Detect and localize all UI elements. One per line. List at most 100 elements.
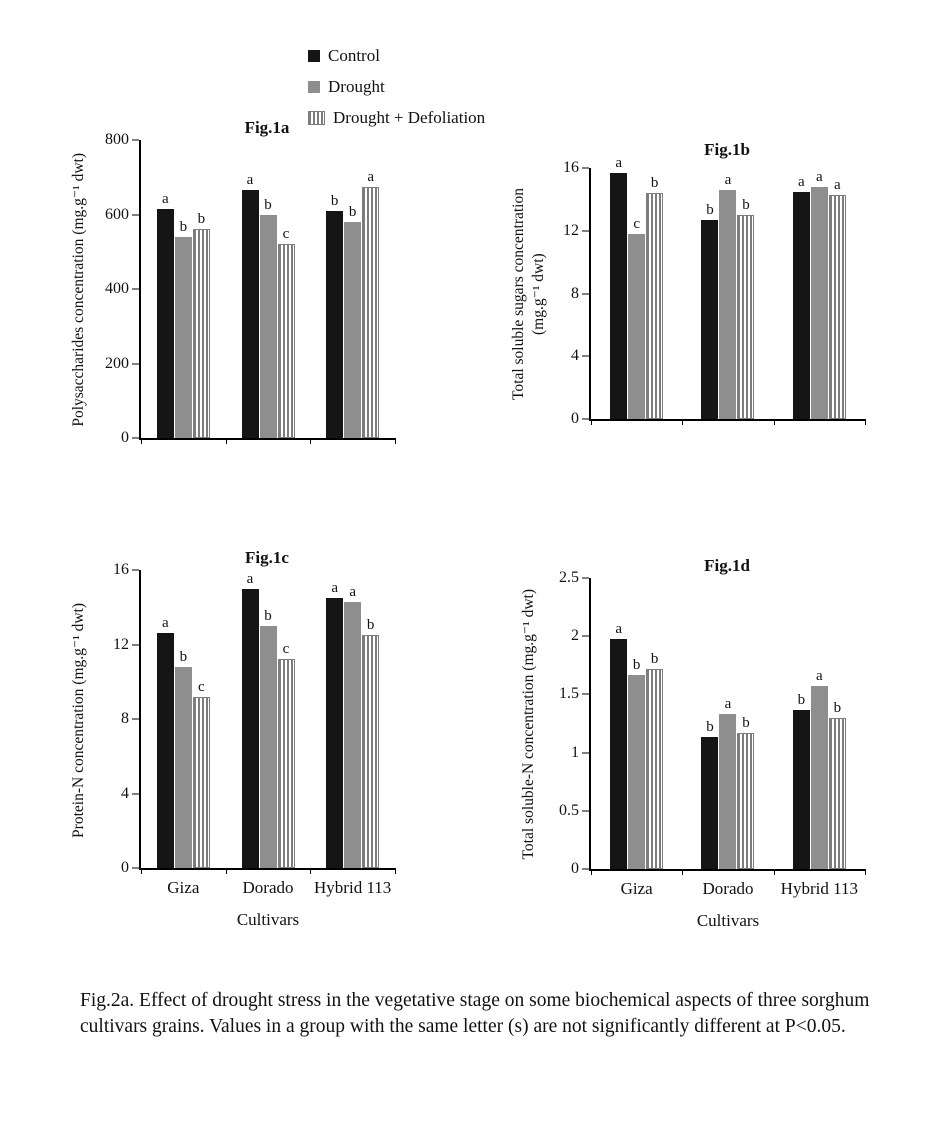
x-tick-mark <box>395 868 396 874</box>
y-tick-mark <box>582 868 589 870</box>
chart-fig1b: Fig.1b Total soluble sugars concentratio… <box>505 140 866 427</box>
significance-letter: b <box>179 648 188 665</box>
y-tick-label: 600 <box>105 205 129 223</box>
bar-group-giza: a c b <box>591 155 682 419</box>
x-category-labels: Giza Dorado Hybrid 113 <box>141 868 395 898</box>
y-axis-label-wrap: Protein-N concentration (mg.g⁻¹ dwt) <box>55 570 103 870</box>
bar-control <box>241 190 259 438</box>
significance-letter: b <box>797 691 806 708</box>
bar-slot: b <box>259 570 277 868</box>
bar-slot: b <box>326 140 344 438</box>
y-tick-label: 12 <box>563 221 579 239</box>
chart-body: Polysaccharides concentration (mg.g⁻¹ dw… <box>55 132 396 446</box>
significance-letter: c <box>197 678 205 695</box>
bar-slot: b <box>701 168 719 419</box>
bar-defoliation <box>277 659 295 868</box>
x-tick-mark <box>591 419 592 425</box>
bar-control <box>701 737 719 869</box>
legend-swatch-defoliation-icon <box>308 111 325 125</box>
x-tick-mark <box>141 868 142 874</box>
significance-letter: a <box>331 579 338 596</box>
legend-label: Control <box>328 46 380 65</box>
significance-letter: a <box>797 173 805 190</box>
y-axis-label-wrap: Polysaccharides concentration (mg.g⁻¹ dw… <box>55 140 103 440</box>
bar-slot: b <box>828 578 846 869</box>
y-tick-label: 0 <box>571 410 579 427</box>
y-tick-mark <box>582 167 589 169</box>
y-tick-mark <box>582 577 589 579</box>
x-tick-mark <box>682 419 684 425</box>
bar-slot: b <box>192 140 210 438</box>
bar-slot: a <box>610 578 628 869</box>
significance-letter: b <box>742 714 750 731</box>
bar-slot: b <box>628 578 646 869</box>
y-tick-mark <box>132 718 139 720</box>
bar-slot: b <box>737 168 755 419</box>
x-tick-mark <box>773 419 775 425</box>
x-tick-mark <box>141 438 142 444</box>
y-tick-label: 800 <box>105 131 129 148</box>
y-tick-label: 0 <box>571 860 579 877</box>
bar-slot: a <box>792 168 810 419</box>
x-category-label: Hybrid 113 <box>780 879 858 898</box>
plot-area-fig1d: Cultivars 0 0.5 1 1.5 2 2.5 a b b b a b b a b Giza Dorad… <box>559 570 866 930</box>
chart-fig1a: Fig.1a Polysaccharides concentration (mg… <box>55 118 396 446</box>
bar-control <box>326 210 344 438</box>
y-tick-label: 400 <box>105 280 129 297</box>
y-tick-label: 4 <box>571 347 579 365</box>
y-tick-label: 8 <box>121 710 129 727</box>
y-tick-label: 0 <box>121 859 129 876</box>
legend: Control Drought Drought + Defoliation <box>308 46 485 128</box>
bar-slot: b <box>792 578 810 869</box>
significance-letter: c <box>633 215 640 232</box>
bar-slot: a <box>719 578 737 869</box>
bar-slot: c <box>192 570 210 868</box>
significance-letter: b <box>264 196 272 213</box>
x-axis-title: Cultivars <box>696 911 760 930</box>
bar-slot: a <box>810 578 828 869</box>
bar-slot: a <box>241 570 259 868</box>
bar-drought <box>174 666 192 868</box>
y-tick-label: 2 <box>571 627 579 645</box>
bar-slot: a <box>810 168 828 419</box>
bar-control <box>610 172 628 419</box>
bar-slot: c <box>628 168 646 419</box>
significance-letter: a <box>367 168 374 185</box>
legend-item-drought: Drought <box>308 77 485 97</box>
bar-drought <box>174 236 192 438</box>
y-tick-mark <box>132 288 139 290</box>
chart-title: Fig.1a <box>244 118 290 137</box>
bar-slot: a <box>156 570 174 868</box>
chart-title: Fig.1b <box>704 140 750 159</box>
y-tick-label: 16 <box>563 159 579 176</box>
y-tick-mark <box>132 214 139 215</box>
bar-control <box>156 633 174 868</box>
y-axis-title: Polysaccharides concentration (mg.g⁻¹ dw… <box>69 153 87 427</box>
bar-defoliation <box>362 186 380 438</box>
x-tick-mark <box>310 868 312 874</box>
bar-defoliation <box>737 215 755 419</box>
legend-label: Drought <box>328 77 385 96</box>
bar-defoliation <box>737 732 755 869</box>
legend-item-control: Control <box>308 46 485 66</box>
bar-defoliation <box>646 193 664 419</box>
bar-slot: b <box>362 570 380 868</box>
y-tick-mark <box>582 810 589 812</box>
y-tick-mark <box>582 418 589 420</box>
x-tick-mark <box>865 419 866 425</box>
y-tick-label: 2.5 <box>559 569 579 586</box>
bar-drought <box>259 214 277 438</box>
y-tick-mark <box>582 752 589 754</box>
bar-drought <box>344 601 362 868</box>
bar-slot: a <box>241 140 259 438</box>
bar-defoliation <box>828 194 846 419</box>
bar-slot: b <box>344 140 362 438</box>
